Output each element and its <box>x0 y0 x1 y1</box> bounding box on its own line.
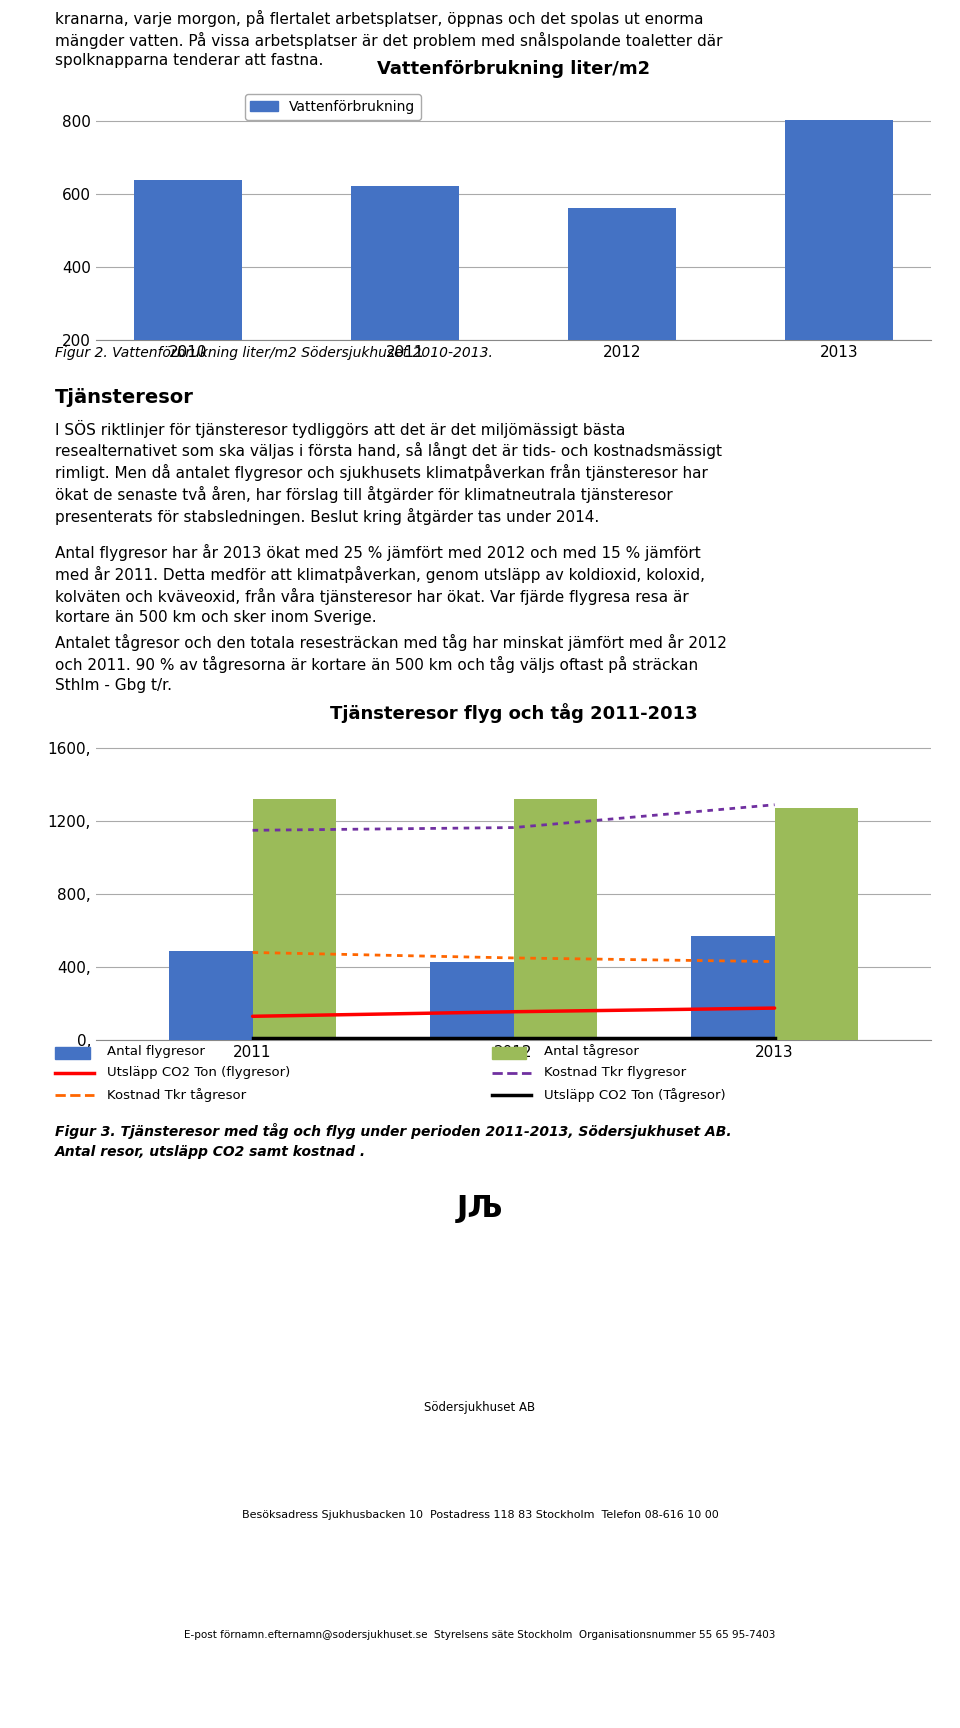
Text: kolväten och kväveoxid, från våra tjänsteresor har ökat. Var fjärde flygresa res: kolväten och kväveoxid, från våra tjänst… <box>55 588 688 605</box>
Text: Antal tågresor: Antal tågresor <box>544 1044 638 1058</box>
Text: kranarna, varje morgon, på flertalet arbetsplatser, öppnas och det spolas ut eno: kranarna, varje morgon, på flertalet arb… <box>55 10 704 28</box>
Text: Antalet tågresor och den totala resesträckan med tåg har minskat jämfört med år : Antalet tågresor och den totala resesträ… <box>55 634 727 651</box>
Bar <box>775 809 858 1040</box>
Text: Antal resor, utsläpp CO2 samt kostnad .: Antal resor, utsläpp CO2 samt kostnad . <box>55 1146 366 1159</box>
Text: Besöksadress Sjukhusbacken 10  Postadress 118 83 Stockholm  Telefon 08-616 10 00: Besöksadress Sjukhusbacken 10 Postadress… <box>242 1510 718 1521</box>
Text: ökat de senaste två åren, har förslag till åtgärder för klimatneutrala tjänstere: ökat de senaste två åren, har förslag ti… <box>55 486 672 503</box>
Text: Sthlm - Gbg t/r.: Sthlm - Gbg t/r. <box>55 677 172 693</box>
Title: Vattenförbrukning liter/m2: Vattenförbrukning liter/m2 <box>377 60 650 78</box>
Bar <box>430 961 514 1040</box>
Bar <box>169 950 252 1040</box>
Text: rimligt. Men då antalet flygresor och sjukhusets klimatpåverkan från tjänstereso: rimligt. Men då antalet flygresor och sj… <box>55 465 708 480</box>
Text: kortare än 500 km och sker inom Sverige.: kortare än 500 km och sker inom Sverige. <box>55 610 376 626</box>
Text: och 2011. 90 % av tågresorna är kortare än 500 km och tåg väljs oftast på sträck: och 2011. 90 % av tågresorna är kortare … <box>55 657 698 672</box>
Text: Antal flygresor har år 2013 ökat med 25 % jämfört med 2012 och med 15 % jämfört: Antal flygresor har år 2013 ökat med 25 … <box>55 544 701 562</box>
Text: presenterats för stabsledningen. Beslut kring åtgärder tas under 2014.: presenterats för stabsledningen. Beslut … <box>55 508 599 525</box>
Bar <box>691 937 775 1040</box>
Text: mängder vatten. På vissa arbetsplatser är det problem med snålspolande toaletter: mängder vatten. På vissa arbetsplatser ä… <box>55 31 722 48</box>
Bar <box>134 180 243 413</box>
Text: Figur 3. Tjänsteresor med tåg och flyg under perioden 2011-2013, Södersjukhuset : Figur 3. Tjänsteresor med tåg och flyg u… <box>55 1123 732 1139</box>
Bar <box>492 1047 526 1059</box>
Bar <box>567 207 676 413</box>
Legend: Vattenförbrukning: Vattenförbrukning <box>245 95 421 119</box>
Title: Tjänsteresor flyg och tåg 2011-2013: Tjänsteresor flyg och tåg 2011-2013 <box>330 703 697 722</box>
Bar <box>514 800 597 1040</box>
Text: I SÖS riktlinjer för tjänsteresor tydliggörs att det är det miljömässigt bästa: I SÖS riktlinjer för tjänsteresor tydlig… <box>55 420 625 437</box>
Bar <box>784 119 893 413</box>
Text: med år 2011. Detta medför att klimatpåverkan, genom utsläpp av koldioxid, koloxi: med år 2011. Detta medför att klimatpåve… <box>55 567 705 582</box>
Text: spolknapparna tenderar att fastna.: spolknapparna tenderar att fastna. <box>55 54 324 69</box>
Bar <box>55 1047 89 1059</box>
Text: Kostnad Tkr tågresor: Kostnad Tkr tågresor <box>108 1087 247 1101</box>
Text: Tjänsteresor: Tjänsteresor <box>55 389 194 408</box>
Text: E-post förnamn.efternamn@sodersjukhuset.se  Styrelsens säte Stockholm  Organisat: E-post förnamn.efternamn@sodersjukhuset.… <box>184 1630 776 1640</box>
Text: Figur 2. Vattenförbrukning liter/m2 Södersjukhuset 2010-2013.: Figur 2. Vattenförbrukning liter/m2 Söde… <box>55 346 492 359</box>
Text: Utsläpp CO2 Ton (Tågresor): Utsläpp CO2 Ton (Tågresor) <box>544 1087 726 1101</box>
Bar <box>252 800 336 1040</box>
Text: Södersjukhuset AB: Södersjukhuset AB <box>424 1401 536 1414</box>
Text: resealternativet som ska väljas i första hand, så långt det är tids- och kostnad: resealternativet som ska väljas i första… <box>55 442 722 460</box>
Text: Kostnad Tkr flygresor: Kostnad Tkr flygresor <box>544 1066 686 1080</box>
Text: Utsläpp CO2 Ton (flygresor): Utsläpp CO2 Ton (flygresor) <box>108 1066 290 1080</box>
Text: ЈЉ: ЈЉ <box>457 1194 503 1223</box>
Text: Antal flygresor: Antal flygresor <box>108 1045 205 1058</box>
Bar <box>351 187 460 413</box>
